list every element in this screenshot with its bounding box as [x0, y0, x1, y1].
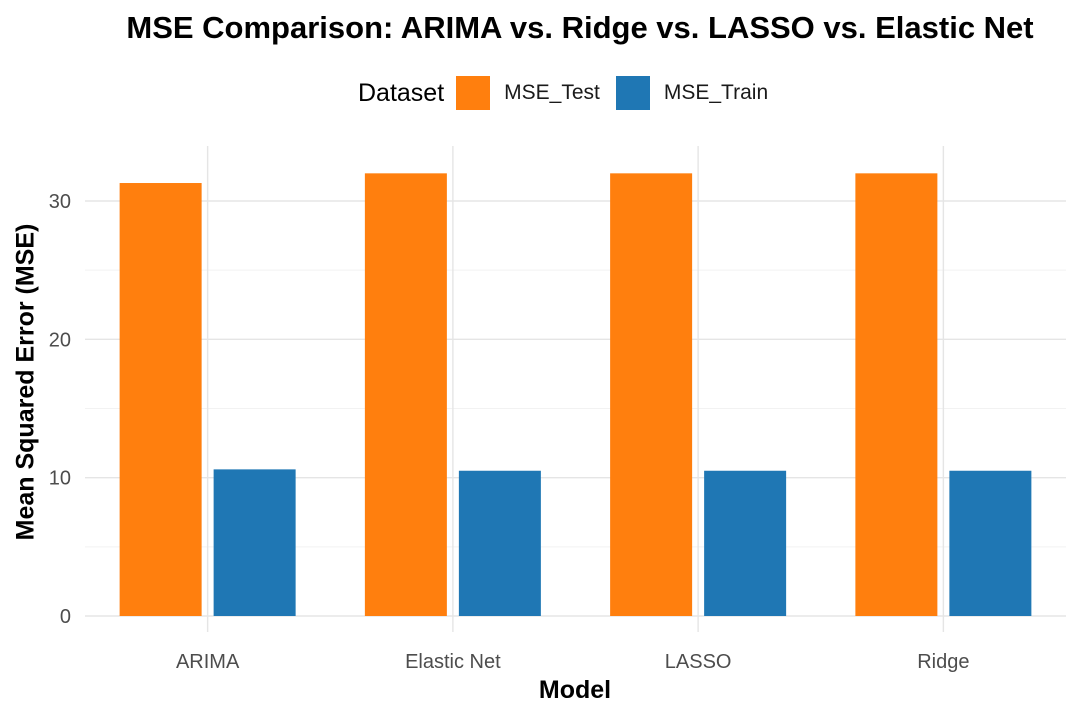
x-axis-label: Model — [538, 676, 612, 704]
legend-title: Dataset — [358, 78, 445, 107]
y-tick-label: 20 — [49, 329, 71, 351]
legend-label-test: MSE_Test — [504, 81, 600, 104]
x-tick-label: Ridge — [917, 651, 969, 673]
x-tick-label: LASSO — [665, 651, 732, 673]
bar-mse-test-lasso — [610, 173, 693, 617]
legend-key-test — [456, 76, 491, 110]
legend-key-train — [615, 76, 650, 110]
chart-title: MSE Comparison: ARIMA vs. Ridge vs. LASS… — [126, 10, 1034, 45]
bar-mse-train-arima — [213, 469, 296, 616]
legend-item-test: MSE_Test — [456, 76, 600, 110]
x-tick-label: ARIMA — [176, 651, 240, 673]
bar-mse-test-ridge — [855, 173, 938, 617]
legend-label-train: MSE_Train — [663, 81, 769, 104]
y-tick-label: 10 — [49, 468, 71, 490]
legend-item-train: MSE_Train — [615, 76, 769, 110]
y-tick-label: 0 — [60, 606, 71, 628]
y-axis-label: Mean Squared Error (MSE) — [11, 223, 40, 541]
bar-mse-train-ridge — [949, 470, 1032, 616]
x-tick-label: Elastic Net — [405, 651, 501, 673]
y-tick-label: 30 — [49, 191, 71, 213]
bar-mse-test-arima — [119, 183, 202, 616]
bar-mse-test-elastic-net — [364, 173, 447, 617]
bar-mse-train-elastic-net — [458, 470, 541, 616]
bar-mse-train-lasso — [704, 470, 787, 616]
legend: Dataset MSE_Test MSE_Train — [358, 76, 784, 110]
